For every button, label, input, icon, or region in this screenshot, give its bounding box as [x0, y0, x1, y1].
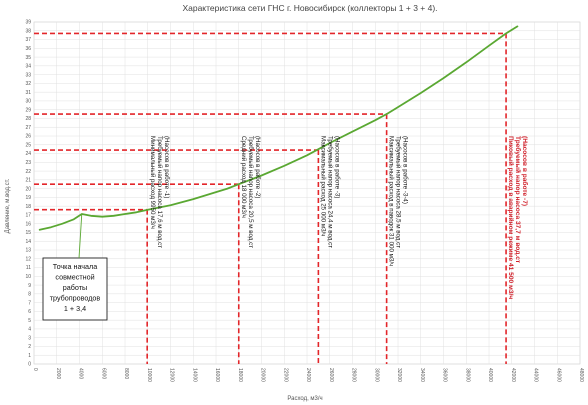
start-box-line-4: 1 + 3,4: [64, 304, 86, 313]
y-tick-label-34: 34: [25, 64, 31, 70]
y-tick-label-30: 30: [25, 99, 31, 105]
x-tick-label-9: 18000: [237, 368, 243, 382]
annotation-3-line-2: (Насосов в работе -3-4): [402, 136, 409, 204]
x-tick-label-15: 30000: [373, 368, 379, 382]
y-tick-label-3: 3: [28, 335, 31, 341]
annotation-4-line-0: Пиковый расход в аварийном режиме 41 500…: [507, 136, 515, 299]
y-tick-label-26: 26: [25, 134, 31, 140]
y-tick-label-28: 28: [25, 116, 31, 122]
y-tick-label-16: 16: [25, 221, 31, 227]
start-box-frame: [42, 257, 108, 321]
y-tick-label-0: 0: [28, 362, 31, 368]
y-tick-label-23: 23: [25, 160, 31, 166]
y-tick-label-6: 6: [28, 309, 31, 315]
annotation-3-line-1: Требуемый напор насоса 28,5 м вод.ст: [395, 136, 402, 248]
y-tick-label-5: 5: [28, 318, 31, 324]
x-tick-label-13: 26000: [328, 368, 334, 382]
start-box-line-3: трубопроводов: [50, 294, 101, 303]
y-tick-label-20: 20: [25, 186, 31, 192]
start-box-line-2: работы: [63, 283, 87, 292]
y-tick-label-31: 31: [25, 90, 31, 96]
annotation-4-line-2: (Насосов в работе -7): [521, 136, 529, 206]
y-tick-label-32: 32: [25, 81, 31, 87]
x-tick-label-19: 38000: [464, 368, 470, 382]
start-box-line-1: совместной: [55, 273, 94, 282]
annotation-2-line-1: Требуемый напор насоса 24,4 м вод.ст: [326, 136, 333, 248]
annotation-1-line-2: (Насосов в работе -2): [254, 136, 261, 198]
series-layer: [38, 25, 519, 231]
annotation-0-line-2: (Насосов в работе -1): [163, 136, 170, 198]
annotation-0-line-0: Минимальный расход 9950 м3/ч: [149, 136, 156, 229]
annotation-3-line-0: Максимальный расход в паводок 31 000 м3/…: [388, 136, 395, 266]
x-tick-label-7: 14000: [191, 368, 197, 382]
annotation-1-line-1: Требуемый напор насоса 20,5 м вод.ст: [247, 136, 254, 248]
x-tick-label-1: 2000: [55, 368, 61, 379]
y-tick-label-7: 7: [28, 300, 31, 306]
x-tick-label-11: 22000: [282, 368, 288, 382]
x-tick-label-24: 48000: [578, 368, 584, 382]
x-tick-label-23: 46000: [555, 368, 561, 382]
x-tick-label-4: 8000: [123, 368, 129, 379]
x-axis-label: Расход, м3/ч: [287, 396, 322, 402]
y-tick-label-39: 39: [25, 20, 31, 26]
y-tick-label-8: 8: [28, 292, 31, 298]
reference-lines: [34, 32, 507, 364]
start-box-pointer: [78, 214, 83, 259]
x-tick-label-21: 42000: [510, 368, 516, 382]
y-tick-label-35: 35: [25, 55, 31, 61]
y-tick-label-11: 11: [26, 265, 31, 271]
x-tick-label-3: 6000: [100, 368, 106, 379]
x-tick-label-14: 28000: [351, 368, 357, 382]
y-tick-label-37: 37: [25, 37, 31, 43]
y-tick-label-10: 10: [25, 274, 31, 280]
y-tick-label-25: 25: [25, 142, 31, 148]
y-tick-label-21: 21: [25, 178, 31, 184]
x-tick-label-5: 10000: [146, 368, 152, 382]
y-tick-label-9: 9: [28, 283, 31, 289]
y-tick-label-22: 22: [25, 169, 31, 175]
x-tick-label-18: 36000: [442, 368, 448, 382]
y-tick-label-4: 4: [28, 327, 31, 333]
annotation-2-line-0: Максимальный расход 25 000 м3/ч: [319, 136, 326, 236]
tick-labels: 0123456789101112131415161718192021222324…: [25, 20, 584, 382]
x-tick-label-16: 32000: [396, 368, 402, 382]
annotation-2-line-2: (Насосов в работе -3): [333, 136, 340, 198]
x-tick-label-8: 16000: [214, 368, 220, 382]
y-tick-label-36: 36: [25, 46, 31, 52]
annotations: Минимальный расход 9950 м3/ч Требуемый на…: [149, 136, 529, 299]
x-tick-label-2: 4000: [78, 368, 84, 379]
y-tick-label-14: 14: [25, 239, 31, 245]
y-tick-label-33: 33: [25, 72, 31, 78]
series-line-0: [38, 25, 519, 231]
y-axis-label: Давление, м.вод.ст.: [5, 178, 11, 233]
x-tick-label-0: 0: [32, 368, 38, 371]
y-tick-label-19: 19: [25, 195, 31, 201]
y-tick-label-12: 12: [25, 256, 31, 262]
annotation-4-line-1: Требуемый напор насоса 37,7 м вод.ст: [514, 136, 522, 264]
x-tick-label-22: 44000: [533, 368, 539, 382]
annotation-1-line-0: Средний расход 18 000 м3/ч: [240, 136, 247, 218]
y-tick-label-29: 29: [25, 107, 31, 113]
y-tick-label-2: 2: [28, 344, 31, 350]
x-tick-label-10: 20000: [260, 368, 266, 382]
y-tick-label-27: 27: [25, 125, 31, 131]
y-tick-label-24: 24: [25, 151, 31, 157]
annotation-0-line-1: Требуемый напор насоса 17,6 м вод.ст: [156, 136, 163, 248]
y-tick-label-13: 13: [25, 248, 31, 254]
y-tick-label-18: 18: [25, 204, 31, 210]
start-box-line-0: Точка начала: [53, 262, 97, 271]
y-tick-label-38: 38: [25, 28, 31, 34]
x-tick-label-12: 24000: [305, 368, 311, 382]
y-tick-label-17: 17: [25, 213, 31, 219]
x-tick-label-17: 34000: [419, 368, 425, 382]
y-tick-label-1: 1: [28, 353, 31, 359]
y-tick-label-15: 15: [25, 230, 31, 236]
chart-title: Характеристика сети ГНС г. Новосибирск (…: [182, 3, 437, 13]
x-tick-label-20: 40000: [487, 368, 493, 382]
x-tick-label-6: 12000: [169, 368, 175, 382]
